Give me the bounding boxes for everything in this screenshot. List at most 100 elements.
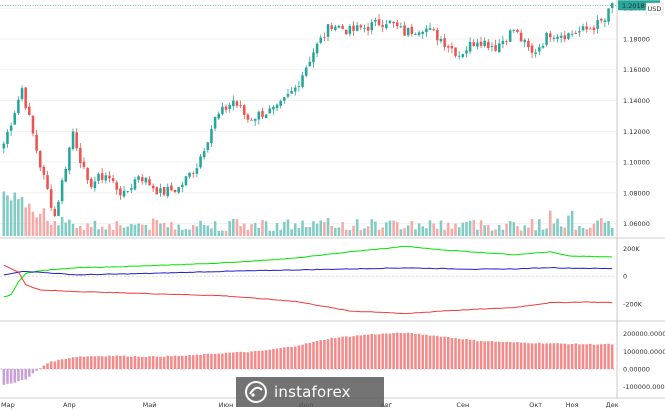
histogram-bar (570, 343, 574, 369)
candle-body (38, 151, 42, 168)
histogram-bar (538, 342, 541, 369)
volume-bar (60, 216, 64, 236)
histogram-bar (527, 343, 530, 369)
candle-body (191, 173, 195, 174)
histogram-bar (221, 353, 224, 369)
volume-bar (355, 219, 359, 236)
volume-bar (199, 220, 202, 236)
volume-bar (589, 227, 592, 236)
histogram-bar (581, 344, 585, 369)
histogram-bar (541, 343, 545, 369)
candle-body (417, 32, 421, 36)
histogram-bar (436, 335, 439, 369)
candle-body (344, 29, 348, 35)
histogram-bar (24, 369, 27, 380)
volume-bar (432, 223, 435, 236)
volume-bar (519, 230, 523, 236)
histogram-bar (461, 339, 465, 369)
volume-bar (97, 229, 100, 236)
histogram-bar (578, 344, 581, 369)
candle-body (108, 175, 111, 179)
histogram-bar (607, 343, 610, 369)
histogram-bar (272, 348, 275, 369)
histogram-bar (472, 339, 476, 369)
histogram-bar (341, 336, 344, 369)
histogram-bar (68, 358, 71, 369)
volume-bar (505, 223, 508, 236)
candle-body (538, 47, 541, 52)
candle-body (144, 177, 148, 183)
volume-bar (388, 220, 392, 236)
price-tick-label: 1.18000 (623, 35, 650, 43)
histogram-bar (355, 335, 359, 369)
candle-body (567, 33, 570, 39)
volume-bar (133, 224, 137, 236)
volume-bar (159, 223, 162, 236)
volume-bar (592, 223, 596, 236)
histogram-bar (512, 342, 516, 369)
current-price-label: 1.20188 (622, 2, 649, 10)
histogram-tick-label: -100000.00000 (623, 383, 665, 391)
histogram-bar (130, 356, 133, 369)
volume-bar (450, 228, 454, 236)
candle-body (9, 125, 13, 131)
candle-body (527, 40, 530, 48)
candle-body (454, 47, 457, 56)
candle-body (126, 191, 129, 192)
histogram-bar (242, 352, 246, 369)
histogram-bar (330, 337, 333, 369)
histogram-bar (82, 356, 86, 369)
histogram-bar (385, 333, 388, 369)
volume-bar (476, 229, 479, 236)
candle-body (570, 34, 574, 35)
histogram-bar (501, 342, 505, 369)
volume-bar (457, 227, 461, 236)
volume-bar (421, 226, 425, 236)
candle-body (414, 34, 417, 35)
histogram-bar (217, 353, 221, 369)
candle-body (450, 46, 454, 49)
time-tick-label: Дек (606, 401, 619, 409)
histogram-bar (38, 368, 42, 369)
watermark-text: instaforex (274, 383, 351, 401)
candle-body (93, 181, 97, 189)
volume-bar (162, 222, 166, 236)
candle-body (195, 168, 199, 174)
volume-bar (28, 203, 31, 236)
candle-body (505, 41, 508, 43)
histogram-bar (206, 353, 210, 369)
candle-body (250, 119, 253, 121)
histogram-bar (148, 356, 151, 369)
volume-bar (454, 223, 457, 236)
histogram-bar (28, 369, 31, 377)
candle-body (468, 41, 472, 52)
histogram-bar (323, 340, 326, 369)
volume-bar (221, 230, 224, 236)
price-tick-label: 1.08000 (623, 189, 650, 197)
histogram-bar (370, 334, 374, 369)
volume-bar (148, 229, 151, 236)
histogram-bar (414, 334, 417, 369)
volume-bar (79, 226, 82, 236)
candle-body (490, 46, 494, 47)
volume-bar (224, 230, 228, 236)
candle-body (53, 208, 57, 217)
volume-bar (312, 221, 315, 236)
volume-bar (461, 222, 465, 236)
volume-bar (75, 228, 78, 236)
histogram-bar (264, 350, 268, 369)
histogram-bar (432, 335, 435, 369)
candlesticks (2, 2, 614, 218)
volume-bar (9, 200, 13, 236)
candle-body (436, 29, 439, 41)
candle-body (283, 97, 286, 101)
volume-bar (326, 218, 330, 236)
histogram-bar (126, 356, 129, 369)
price-tick-label: 1.10000 (623, 159, 650, 167)
volume-bar (279, 229, 282, 236)
candle-body (355, 25, 359, 31)
histogram-bar (363, 334, 366, 369)
candle-body (89, 178, 93, 188)
volume-bar (534, 230, 537, 236)
